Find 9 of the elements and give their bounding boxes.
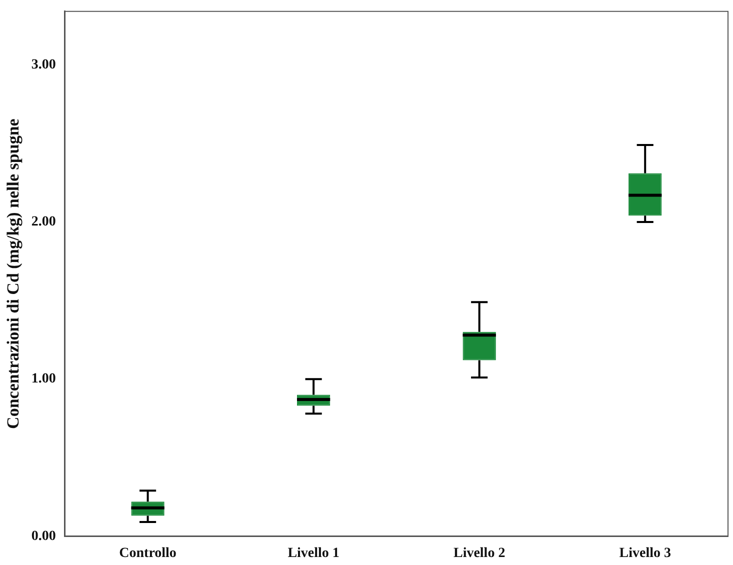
y-tick-label: 1.00 xyxy=(31,372,56,387)
x-tick-label: Controllo xyxy=(119,546,176,562)
x-tick-label: Livello 1 xyxy=(288,546,340,562)
x-tick-label: Livello 3 xyxy=(619,546,671,562)
y-axis-title: Concentrazioni di Cd (mg/kg) nelle spugne xyxy=(4,118,23,429)
y-tick-label: 0.00 xyxy=(31,528,56,544)
y-tick-label: 3.00 xyxy=(31,57,56,72)
y-tick-label: 2.00 xyxy=(31,214,56,230)
x-tick-label: Livello 2 xyxy=(453,546,506,562)
